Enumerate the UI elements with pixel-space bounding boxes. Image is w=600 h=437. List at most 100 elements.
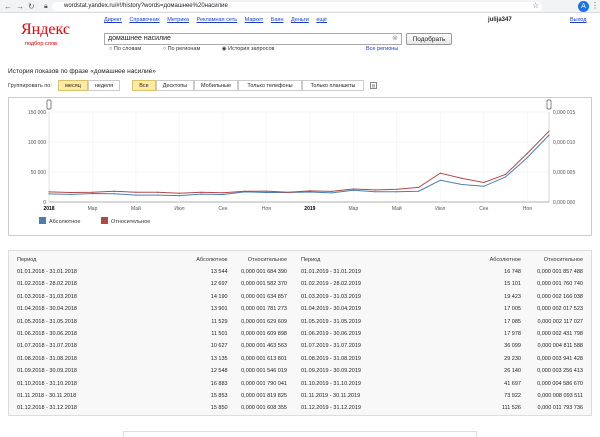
radio-by-regions[interactable]: ○ По регионам (162, 46, 201, 52)
yandex-logo[interactable]: Яндекс (21, 21, 70, 38)
absolute-cell: 10 627 (210, 343, 228, 350)
absolute-cell: 11 529 (211, 318, 228, 325)
group-tab-month[interactable]: месяц (58, 80, 88, 91)
data-point-absolute (91, 192, 94, 195)
data-point-relative (200, 191, 202, 193)
table-row: 01.12.2018 - 31.12.2018 15 850 0,000 001 6… (17, 403, 287, 415)
nav-bayan[interactable]: Баян (270, 17, 284, 23)
browser-menu-icon[interactable]: ⋮ (591, 1, 599, 10)
data-point-absolute (309, 191, 311, 193)
relative-cell: 0,000 001 463 563 (241, 343, 287, 350)
absolute-cell: Абсолютное (196, 257, 228, 263)
table-row: 01.11.2019 - 30.11.2019 73 922 0,000 008 0… (301, 391, 583, 403)
url-text: wordstat.yandex.ru/#!/history?words=дома… (64, 3, 228, 9)
radio-history[interactable]: ◉ История запросов (221, 46, 275, 52)
data-point-absolute (200, 193, 202, 195)
absolute-cell: 15 101 (504, 281, 521, 288)
radio-by-words[interactable]: ○ По словам (109, 46, 142, 52)
x-tick-label: 2019 (304, 206, 315, 212)
profile-avatar[interactable]: A (578, 1, 589, 12)
back-icon[interactable]: ← (4, 2, 12, 11)
data-point-absolute (396, 191, 398, 193)
relative-cell: 0,000 001 857 488 (537, 269, 583, 275)
absolute-cell: 26 140 (504, 368, 521, 375)
data-point-relative (461, 177, 463, 179)
relative-cell: 0,000 004 586 670 (537, 380, 583, 387)
address-bar[interactable]: wordstat.yandex.ru/#!/history?words=дома… (52, 2, 542, 11)
y-right-tick-label: 0,000 005 (553, 170, 575, 176)
device-tab-all[interactable]: Все (132, 80, 156, 91)
absolute-cell: 17 085 (504, 318, 521, 325)
absolute-cell: 11 501 (211, 331, 228, 337)
nav-spravochnik[interactable]: Справочник (129, 17, 160, 23)
y-left-tick-label: 100 000 (28, 140, 46, 146)
absolute-cell: 41 697 (504, 380, 521, 387)
data-point-absolute (483, 185, 485, 187)
legend-swatch (39, 217, 46, 224)
pick-button[interactable]: Подобрать (406, 33, 452, 45)
relative-cell: 0,000 002 431 798 (537, 331, 583, 337)
nav-more[interactable]: ещё (316, 17, 327, 23)
data-point-absolute (461, 183, 463, 186)
nav-direct[interactable]: Директ (104, 17, 122, 23)
data-point-relative (374, 189, 376, 191)
data-point-relative (113, 190, 115, 192)
exit-link[interactable]: Выход (570, 17, 587, 23)
export-icon[interactable]: ▤ (370, 82, 377, 89)
absolute-cell: 14 190 (210, 293, 228, 300)
range-handle-left (46, 99, 52, 110)
nav-ad-network[interactable]: Рекламная сеть (196, 17, 238, 23)
device-tab-tablets[interactable]: Только планшеты (302, 80, 364, 91)
series-line-absolute (48, 134, 550, 197)
period-cell: 01.12.2019 - 31.12.2019 (301, 405, 361, 412)
nav-market[interactable]: Маркет (244, 17, 264, 23)
all-regions-link[interactable]: Все регионы (366, 46, 399, 52)
data-point-relative (178, 192, 181, 194)
data-point-absolute (48, 193, 50, 195)
table-row: 01.08.2019 - 31.08.2019 29 230 0,000 003 9… (301, 354, 583, 366)
clear-icon[interactable]: ⊗ (392, 35, 398, 42)
data-point-absolute (374, 191, 376, 193)
table-row: 01.11.2018 - 30.11.2018 15 853 0,000 001 8… (17, 391, 287, 403)
y-left-tick-label: 150 000 (28, 110, 46, 116)
period-cell: 01.03.2019 - 31.03.2019 (301, 293, 361, 300)
username[interactable]: julija347 (488, 17, 512, 23)
search-input[interactable]: домашнее насилие (104, 33, 402, 45)
data-point-absolute (548, 134, 550, 136)
chart-svg: 150 000 100 000 50 000 0 0,000 015 0,000 010 0… (28, 99, 575, 225)
period-cell: 01.11.2019 - 30.11.2019 (301, 393, 361, 399)
table-row: 01.04.2018 - 30.04.2018 13 901 0,000 001 7… (17, 304, 287, 316)
y-right-tick-label: 0,000 010 (553, 140, 575, 146)
relative-cell: Относительное (247, 257, 287, 263)
device-tab-mobile[interactable]: Мобильные (194, 80, 238, 91)
nav-dengi[interactable]: Деньги (291, 17, 309, 23)
data-point-absolute (157, 194, 159, 196)
table-row: 01.02.2019 - 28.02.2019 15 101 0,000 001 7… (301, 279, 583, 291)
device-tab-phones[interactable]: Только телефоны (238, 80, 302, 91)
search-mode-radios: ○ По словам ○ По регионам ◉ История запр… (109, 46, 294, 52)
device-tab-desktop[interactable]: Десктопы (156, 80, 194, 91)
y-left-tick-label: 0 (43, 200, 46, 206)
data-point-relative (439, 172, 441, 174)
data-point-relative (396, 188, 398, 190)
period-cell: 01.12.2018 - 31.12.2018 (17, 405, 77, 412)
relative-cell: 0,000 002 017 523 (537, 306, 583, 313)
reload-icon[interactable]: ↻ (28, 2, 35, 11)
x-tick-label: Ноя (262, 206, 271, 212)
data-point-absolute (178, 195, 181, 197)
relative-cell: 0,000 001 781 273 (241, 306, 287, 313)
table-row: 01.09.2018 - 30.09.2018 12 548 0,000 001 5… (17, 366, 287, 378)
forward-icon[interactable]: → (16, 2, 24, 11)
group-tab-week[interactable]: неделя (88, 80, 120, 91)
absolute-cell: 17 005 (504, 306, 521, 313)
nav-metrika[interactable]: Метрика (167, 17, 189, 23)
period-cell: 01.04.2018 - 30.04.2018 (17, 306, 77, 313)
logo-subtitle[interactable]: подбор слов (25, 41, 57, 47)
x-tick-label: Сен (218, 206, 227, 212)
legend-swatch (101, 217, 108, 224)
period-cell: 01.01.2019 - 31.01.2019 (301, 269, 361, 275)
data-point-absolute (504, 176, 507, 178)
relative-cell: 0,000 001 613 801 (241, 355, 287, 362)
relative-cell: 0,000 001 819 825 (241, 393, 287, 399)
bookmark-star-icon[interactable]: ☆ (532, 1, 540, 10)
